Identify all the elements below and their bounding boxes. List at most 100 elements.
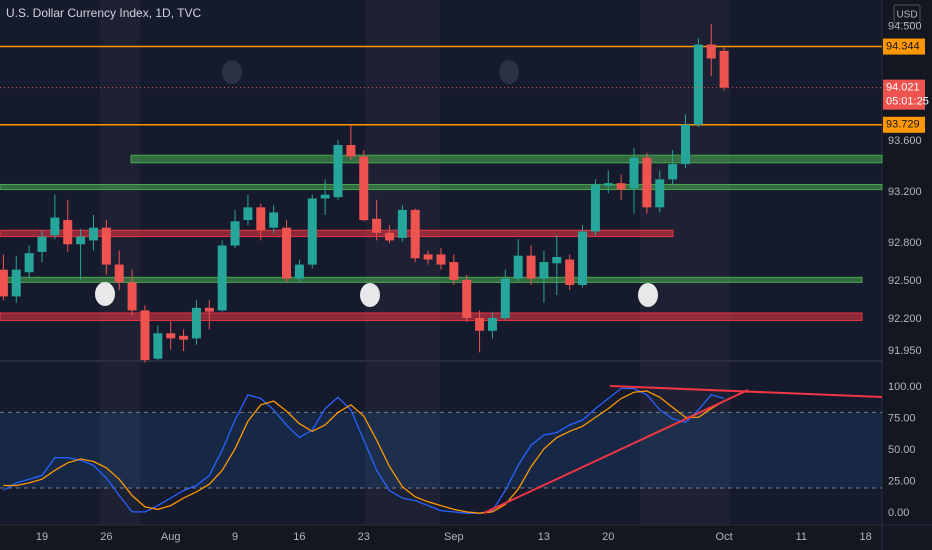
zone [0,183,883,191]
candle-body [668,164,678,180]
countdown: 05:01:25 [886,96,929,108]
candle-body [590,184,600,232]
trend-line [609,385,883,398]
zone [0,276,863,283]
x-tick-label: 20 [602,531,614,543]
currency-box [893,4,921,24]
candle-body [436,254,446,265]
candle-body [346,145,356,157]
x-tick-label: 13 [538,531,550,543]
candle-body [217,245,227,311]
y-tick-label: 91.950 [888,345,922,357]
candle-body [307,198,317,265]
candle-body [410,209,420,259]
candle-body [256,207,266,231]
x-tick-label: 16 [293,531,305,543]
y2-tick-label: 75.00 [888,413,916,425]
y-tick-label: 93.200 [888,186,922,198]
indicator-line [3,390,725,514]
candle-body [140,310,150,360]
candle-body [153,333,163,359]
zone [0,312,863,322]
zone [0,229,674,238]
candle-body [526,255,536,279]
candle-body [384,232,394,241]
price-label: 93.729 [886,119,920,131]
candle-body [191,307,201,339]
candle-body [539,262,549,279]
y-tick-label: 93.600 [888,135,922,147]
candle-body [282,227,292,279]
y-tick-label: 92.200 [888,313,922,325]
candle-body [294,264,304,279]
candle-body [320,194,330,199]
candle-body [500,278,510,319]
candle-body [719,50,729,88]
plot [0,24,882,514]
candle-body [76,236,86,245]
candle-body [11,269,21,297]
x-tick-label: 11 [796,531,807,543]
candle-body [629,157,639,189]
last-price: 94.021 [886,82,920,94]
candle-body [475,318,485,331]
marker [499,60,519,84]
candle-body [397,209,407,238]
candle-body [243,207,253,221]
marker [95,282,115,306]
y-tick-label: 92.800 [888,237,922,249]
currency: USD [896,10,917,21]
candle-body [487,318,497,331]
candle-body [423,254,433,260]
band-fill [0,412,882,488]
candle-body [63,220,73,245]
marker [360,283,380,307]
candle-body [166,333,176,339]
candle-body [204,307,214,312]
price-label-box [883,116,925,133]
candle-body [127,282,137,311]
candle-body [565,259,575,285]
x-tick-label: 19 [36,531,48,543]
x-tick-label: Oct [716,531,733,543]
candle-body [462,279,472,319]
candle-body [578,231,588,285]
candle-body [101,227,111,265]
x-tick-label: 18 [860,531,872,543]
y-tick-label: 94.500 [888,21,922,33]
y-tick-label: 92.500 [888,275,922,287]
y2-tick-label: 50.00 [888,444,916,456]
candle-body [681,124,690,165]
indicator-line [3,387,725,514]
candle-body [179,335,189,340]
candle-body [24,253,34,273]
price-label: 94.344 [886,40,920,52]
candle-body [37,236,47,252]
x-tick-label: 26 [100,531,112,543]
candle-body [359,156,369,221]
candle-body [449,262,459,280]
candle-body [513,255,523,279]
candle-body [114,264,124,283]
candle-body [88,227,98,241]
price-label-box [883,38,925,55]
candle-body [693,44,703,125]
marker [222,60,242,84]
trend-line [483,389,749,514]
candle-body [603,183,613,186]
session-shade [365,0,440,525]
candle-body [655,179,665,208]
candle-body [552,256,562,264]
candle-body [333,145,343,198]
candle-body [230,221,240,246]
candle-body [372,218,382,233]
time-axis [0,525,882,550]
candle-body [269,212,279,228]
zone [130,154,883,164]
y2-tick-label: 0.00 [888,507,909,519]
chart-title: U.S. Dollar Currency Index, 1D, TVC [6,6,202,20]
y2-tick-label: 100.00 [888,381,922,393]
